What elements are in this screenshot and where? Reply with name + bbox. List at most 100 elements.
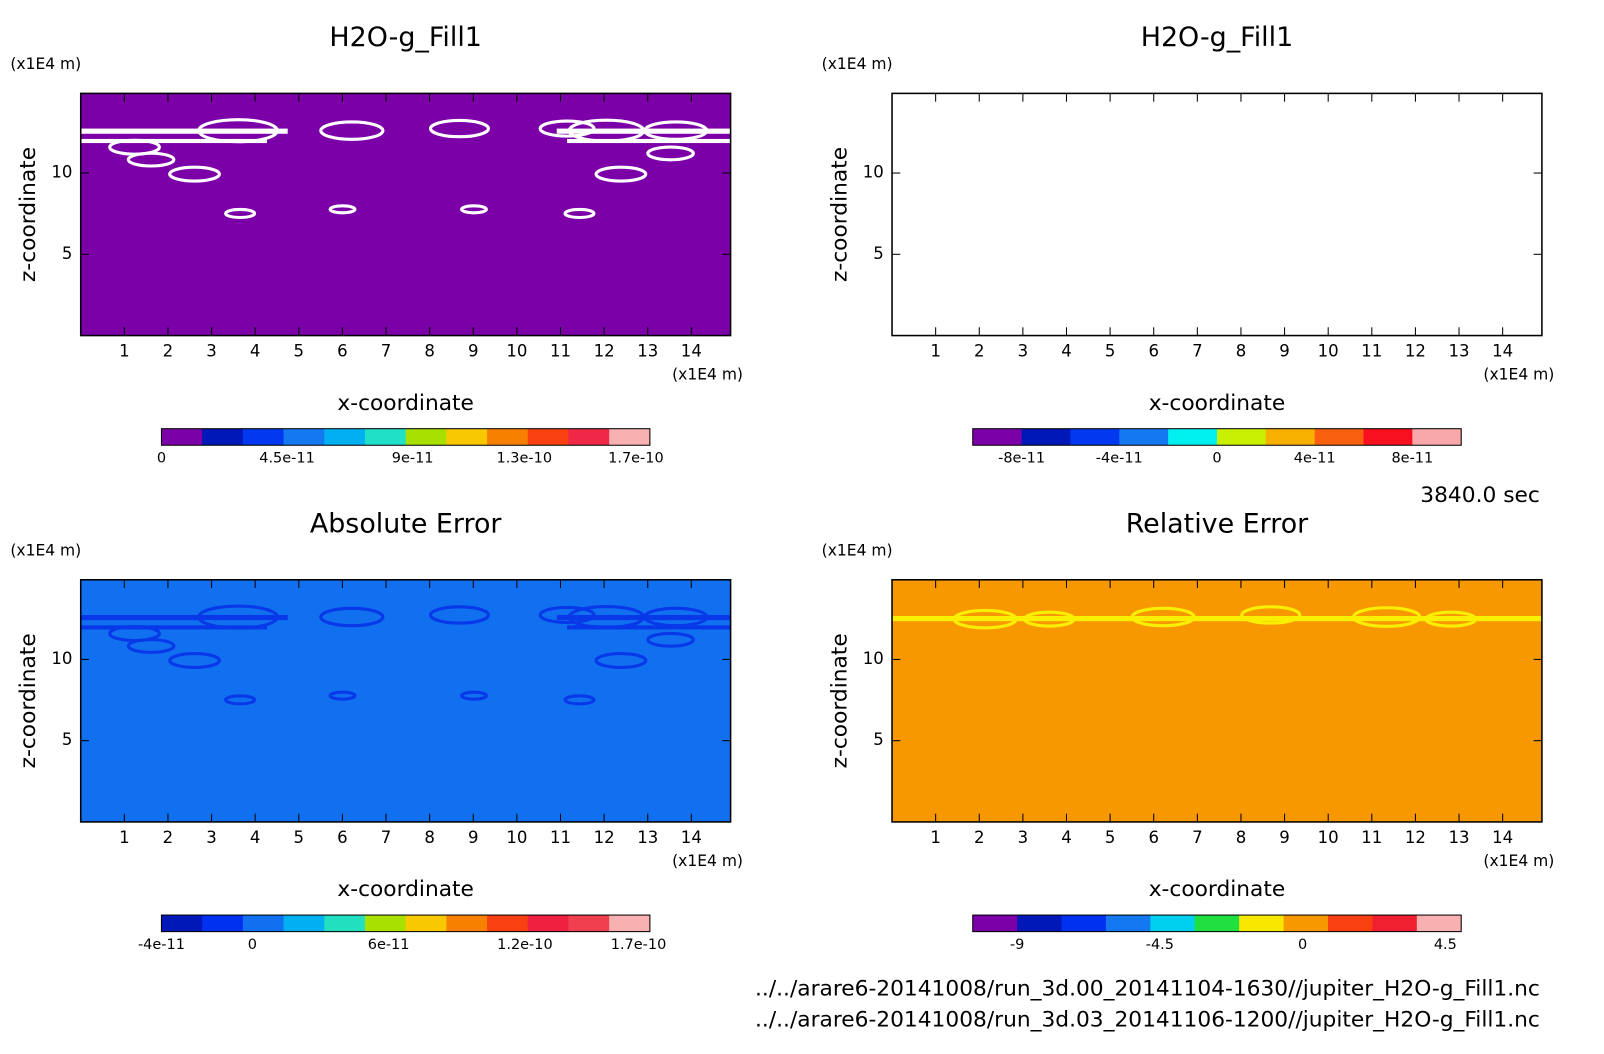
colorbar-swatch: [1168, 428, 1218, 446]
colorbar-swatch: [364, 428, 407, 446]
plot-frame: [79, 579, 732, 823]
x-tick-label: 5: [1105, 828, 1116, 847]
colorbar-swatch: [1017, 915, 1063, 932]
x-unit: (x1E4 m): [672, 365, 743, 383]
colorbar-tick-label: 4e-11: [1294, 451, 1336, 467]
x-tick-label: 5: [294, 828, 305, 847]
contour-line: [594, 651, 648, 670]
y-axis-label: z-coordinate: [16, 147, 41, 282]
x-tick-label: 10: [506, 828, 527, 847]
plot-area: [79, 92, 732, 337]
colorbar-tick-label: 8e-11: [1391, 451, 1433, 467]
colorbar-swatch: [609, 915, 651, 932]
x-tick-label: 13: [637, 828, 658, 847]
colorbar-swatch: [1194, 915, 1240, 932]
plot-frame: [79, 92, 732, 337]
x-tick-label: 12: [1405, 828, 1426, 847]
contour-line: [319, 120, 385, 141]
x-tick-label: 12: [594, 828, 615, 847]
x-tick-label: 7: [1192, 342, 1203, 361]
x-tick-label: 6: [337, 342, 348, 361]
plot-area: [79, 579, 732, 823]
x-tick-label: 8: [424, 342, 435, 361]
field-background: [892, 93, 1542, 336]
x-unit: (x1E4 m): [1483, 852, 1554, 870]
x-tick-label: 8: [424, 828, 435, 847]
x-tick-label: 4: [250, 342, 261, 361]
contour-line: [563, 694, 596, 706]
x-unit: (x1E4 m): [1483, 365, 1554, 383]
colorbar-tick-label: -8e-11: [998, 451, 1045, 467]
colorbar-swatch: [487, 915, 529, 932]
contour-line: [328, 690, 357, 701]
colorbar-swatch: [487, 428, 529, 446]
colorbar-swatch: [1239, 915, 1285, 932]
colorbar-swatch: [324, 915, 366, 932]
x-unit: (x1E4 m): [672, 852, 743, 870]
colorbar-frame: [972, 428, 1462, 446]
x-tick-label: 13: [637, 342, 658, 361]
colorbar-swatch: [1314, 428, 1365, 446]
contour-line: [594, 165, 648, 183]
x-axis-label: x-coordinate: [1149, 877, 1286, 902]
contour-line: [1130, 606, 1196, 628]
colorbar-swatch: [161, 915, 203, 932]
colorbar-tick-label: 1.3e-10: [497, 451, 553, 467]
x-tick-label: 3: [206, 342, 217, 361]
colorbar-swatch: [609, 428, 651, 446]
y-unit: (x1E4 m): [10, 55, 81, 73]
colorbar-swatch: [1265, 428, 1316, 446]
colorbar-swatch: [202, 915, 244, 932]
chart-title: Absolute Error: [310, 508, 503, 539]
colorbar-swatch: [1061, 915, 1107, 932]
colorbar-tick-label: -4.5: [1146, 937, 1174, 953]
x-axis-label: x-coordinate: [1149, 391, 1286, 416]
contour-band: [80, 614, 288, 621]
x-tick-label: 8: [1236, 342, 1247, 361]
colorbar-tick-label: 4.5: [1434, 937, 1457, 953]
contour-band: [80, 138, 267, 144]
x-tick-label: 9: [468, 342, 479, 361]
file-label: ../../arare6-20141008/run_3d.03_20141106…: [755, 1008, 1540, 1033]
colorbar-swatch: [1150, 915, 1196, 932]
colorbar-swatch: [1363, 428, 1413, 446]
chart-title: H2O-g_Fill1: [1141, 22, 1294, 53]
x-tick-label: 2: [163, 828, 174, 847]
x-tick-label: 13: [1449, 342, 1470, 361]
x-tick-label: 8: [1236, 828, 1247, 847]
x-tick-label: 1: [119, 828, 130, 847]
x-tick-label: 2: [163, 342, 174, 361]
plot-frame: [891, 579, 1543, 823]
colorbar-swatch: [405, 915, 447, 932]
x-tick-label: 1: [930, 342, 941, 361]
colorbar-tick-label: 4.5e-11: [259, 451, 315, 467]
x-tick-label: 1: [930, 828, 941, 847]
y-tick-label: 10: [863, 163, 884, 182]
y-unit: (x1E4 m): [10, 541, 81, 559]
x-tick-label: 11: [1361, 342, 1382, 361]
y-tick-label: 10: [863, 649, 884, 668]
x-tick-label: 6: [1148, 828, 1159, 847]
colorbar-swatch: [446, 428, 488, 446]
colorbar-swatch: [1416, 915, 1462, 932]
x-tick-label: 12: [594, 342, 615, 361]
colorbar-swatch: [1021, 428, 1071, 446]
contour-line: [319, 606, 385, 628]
colorbar-tick-label: 0: [248, 937, 257, 953]
colorbar-tick-label: 0: [1298, 937, 1307, 953]
x-tick-label: 9: [1279, 342, 1290, 361]
x-tick-label: 14: [681, 342, 702, 361]
y-tick-label: 5: [873, 244, 884, 263]
x-tick-label: 10: [1318, 342, 1339, 361]
contour-line: [224, 207, 257, 220]
x-tick-label: 11: [550, 342, 571, 361]
y-axis-label: z-coordinate: [16, 633, 41, 768]
colorbar-swatch: [283, 915, 325, 932]
contour-line: [197, 118, 279, 144]
colorbar-swatch: [1372, 915, 1418, 932]
x-tick-label: 2: [974, 828, 985, 847]
y-tick-label: 5: [62, 244, 73, 263]
colorbar-swatch: [972, 428, 1023, 446]
colorbar-swatch: [568, 428, 610, 446]
contour-line: [126, 638, 176, 654]
